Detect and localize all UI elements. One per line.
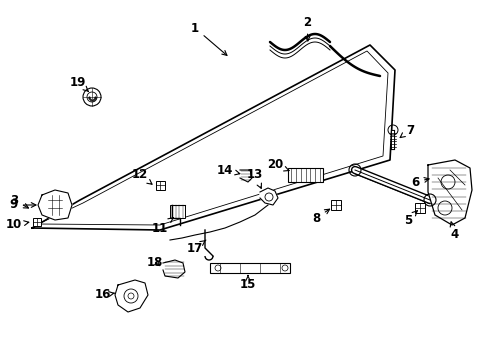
Polygon shape: [163, 260, 184, 278]
FancyBboxPatch shape: [330, 200, 340, 210]
Text: 4: 4: [449, 222, 458, 242]
Bar: [287, 168, 323, 182]
Text: 10: 10: [6, 219, 29, 231]
Bar: [170, 205, 184, 218]
Polygon shape: [427, 160, 471, 225]
FancyBboxPatch shape: [33, 218, 41, 226]
Text: 11: 11: [152, 217, 173, 234]
Text: 2: 2: [303, 15, 310, 41]
Polygon shape: [240, 170, 251, 182]
Text: 20: 20: [266, 158, 288, 171]
FancyBboxPatch shape: [414, 203, 424, 213]
Text: 8: 8: [311, 209, 329, 225]
Text: 9: 9: [10, 198, 36, 211]
Text: 16: 16: [95, 288, 114, 302]
Text: 5: 5: [403, 211, 416, 226]
FancyBboxPatch shape: [155, 180, 164, 189]
Text: 14: 14: [216, 163, 239, 176]
Text: 15: 15: [239, 276, 256, 292]
Text: 19: 19: [70, 76, 88, 91]
Text: 6: 6: [410, 175, 428, 189]
Text: 13: 13: [246, 168, 263, 188]
Text: 18: 18: [146, 256, 163, 269]
Text: 3: 3: [10, 194, 28, 208]
Polygon shape: [260, 188, 278, 205]
Text: 12: 12: [132, 168, 152, 184]
Polygon shape: [32, 45, 394, 230]
Text: 1: 1: [190, 22, 226, 55]
Polygon shape: [115, 280, 148, 312]
Text: 7: 7: [399, 123, 413, 138]
Text: 17: 17: [186, 240, 205, 255]
Bar: [209, 263, 289, 273]
Polygon shape: [38, 190, 72, 220]
